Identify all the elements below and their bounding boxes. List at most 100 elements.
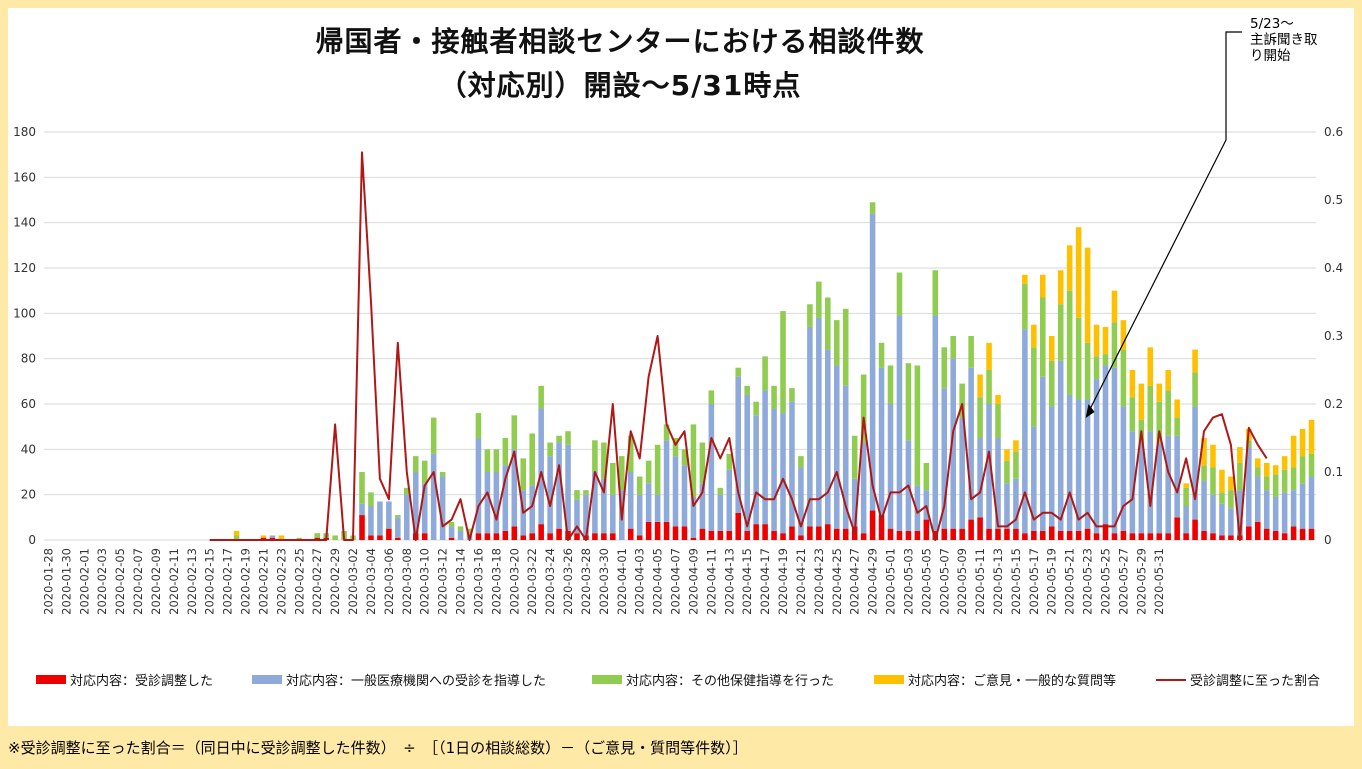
bar-segment (968, 367, 974, 520)
x-tick-label: 2020-04-11 (704, 548, 718, 615)
bar-segment (735, 376, 742, 513)
bar-segment (1057, 530, 1064, 540)
bar-segment (386, 501, 392, 529)
bar-segment (825, 297, 831, 350)
bar-segment (735, 512, 742, 540)
bar-segment (959, 383, 965, 418)
x-tick-label: 2020-02-17 (221, 548, 235, 615)
x-tick-label: 2020-03-10 (418, 548, 432, 615)
bar-segment (484, 472, 491, 534)
bar-segment (789, 388, 795, 402)
bar-segment (816, 281, 822, 318)
bar-segment (860, 442, 867, 534)
x-tick-label: 2020-04-23 (812, 548, 826, 615)
bar-segment (412, 472, 419, 534)
x-tick-label: 2020-03-08 (400, 548, 414, 615)
x-tick-label: 2020-04-03 (633, 548, 647, 615)
bar-segment (1084, 342, 1091, 400)
bar-segment (1299, 528, 1306, 540)
bar-segment (1048, 526, 1055, 540)
bar-segment (1237, 447, 1243, 463)
bar-segment (1174, 517, 1180, 540)
legend-item-line: 受診調整に至った割合 (1156, 670, 1320, 689)
bar-segment (1272, 530, 1279, 540)
bar-segment (1022, 329, 1028, 534)
bar-segment (583, 494, 589, 536)
bar-segment (1308, 453, 1315, 477)
bar-segment (851, 478, 858, 527)
bar-segment (1004, 449, 1010, 461)
y-tick-label: 60 (21, 397, 36, 411)
bar-segment (1066, 245, 1073, 291)
bar-segment (995, 404, 1001, 438)
bar-segment (1120, 320, 1127, 350)
x-tick-label: 2020-03-04 (364, 548, 378, 615)
bar-segment (1228, 535, 1234, 540)
bar-segment (1138, 383, 1145, 420)
bar-segment (359, 503, 365, 516)
bar-segment (332, 535, 338, 540)
bar-segment (610, 533, 616, 540)
bar-segment (627, 528, 634, 540)
bar-segment (851, 435, 858, 479)
bar-segment (493, 533, 500, 540)
bar-segment (269, 535, 276, 538)
y-tick-label: 160 (13, 170, 36, 184)
x-tick-label: 2020-04-17 (758, 548, 772, 615)
bar-segment (421, 483, 428, 534)
bar-segment (1156, 401, 1163, 443)
bar-segment (1201, 481, 1207, 531)
bar-segment (314, 533, 320, 538)
y2-tick-label: 0.4 (1324, 261, 1343, 275)
bar-segment (448, 521, 455, 527)
annotation-arrowhead (1085, 404, 1095, 418)
legend-label-green: 対応内容：その他保健指導を行った (626, 674, 835, 689)
bar-segment (717, 494, 724, 531)
bar-segment (681, 526, 688, 540)
bar-segment (1237, 490, 1243, 536)
bar-segment (1057, 270, 1064, 305)
bar-segment (610, 494, 616, 534)
x-tick-label: 2020-03-12 (436, 548, 450, 615)
bar-segment (771, 530, 777, 540)
bar-segment (986, 404, 992, 529)
bar-segment (574, 499, 580, 534)
bar-segment (1093, 324, 1100, 357)
bar-segment (556, 528, 562, 540)
bar-segment (1129, 397, 1136, 432)
bar-segment (556, 435, 562, 443)
bar-segment (475, 413, 482, 438)
bar-segment (1263, 490, 1270, 529)
bar-segment (1174, 435, 1180, 518)
bar-segment (1022, 533, 1028, 540)
bar-segment (1093, 356, 1100, 380)
y2-tick-label: 0.5 (1324, 193, 1343, 207)
bar-segment (672, 438, 679, 457)
bar-segment (1040, 297, 1046, 377)
bar-segment (1147, 347, 1154, 386)
x-tick-label: 2020-02-21 (256, 548, 270, 615)
bar-segment (592, 533, 598, 540)
bar-segment (654, 494, 661, 522)
bar-segment (359, 515, 365, 540)
bar-segment (547, 456, 553, 534)
bar-segment (708, 390, 715, 404)
x-tick-label: 2020-02-03 (95, 548, 109, 615)
bar-segment (493, 449, 500, 472)
bar-segment (645, 521, 652, 540)
bar-segment (529, 485, 535, 534)
bar-segment (278, 535, 285, 540)
bar-segment (475, 533, 482, 540)
bar-segment (672, 526, 679, 540)
bar-segment (1156, 383, 1163, 402)
y2-tick-label: 0.2 (1324, 397, 1343, 411)
x-tick-label: 2020-02-09 (149, 548, 163, 615)
chart-panel (8, 8, 1354, 726)
bar-segment (699, 483, 706, 529)
bar-segment (457, 530, 464, 540)
x-tick-label: 2020-03-26 (561, 548, 575, 615)
legend-item-green: 対応内容：その他保健指導を行った (592, 670, 834, 689)
bar-segment (1272, 465, 1279, 475)
bar-segment (502, 438, 509, 466)
bar-segment (457, 526, 464, 531)
